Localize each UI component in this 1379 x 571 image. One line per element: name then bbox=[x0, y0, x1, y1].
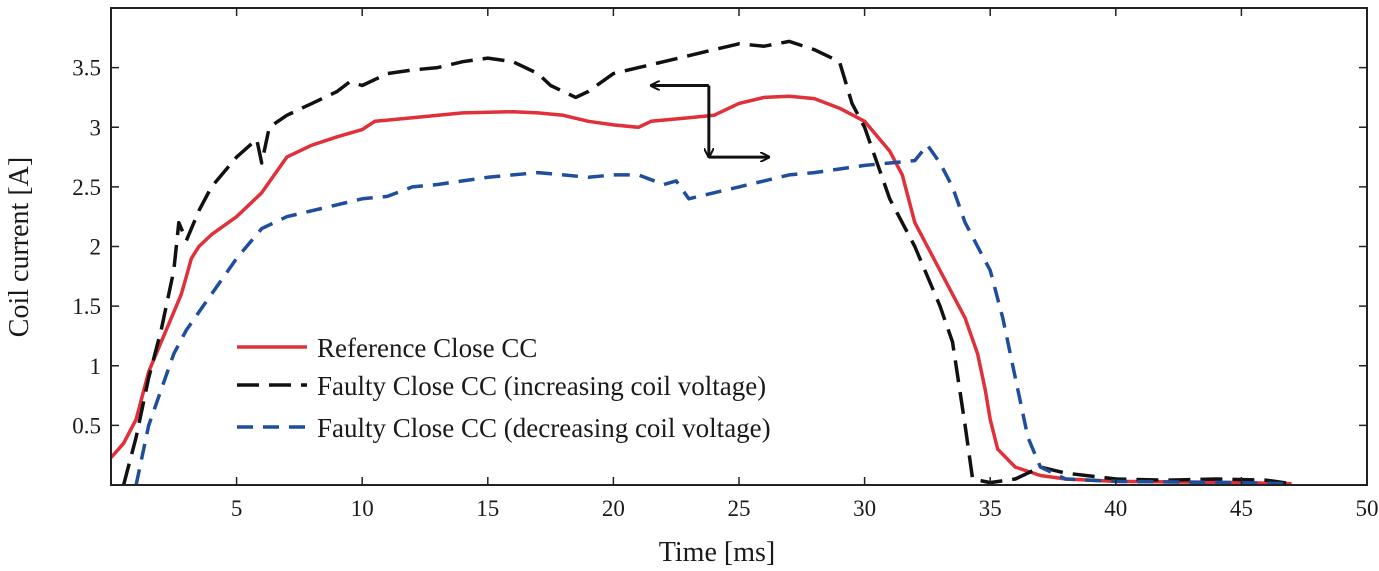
x-axis-ticks: 5 10 15 20 25 30 35 40 45 50 bbox=[231, 8, 1379, 521]
legend-label-reference: Reference Close CC bbox=[317, 333, 537, 363]
x-tick-label: 40 bbox=[1104, 496, 1127, 521]
x-tick-label: 50 bbox=[1356, 496, 1379, 521]
y-tick-label: 2.5 bbox=[72, 175, 101, 200]
y-axis-ticks: 0.5 1 1.5 2 2.5 3 3.5 bbox=[72, 56, 1367, 438]
x-tick-label: 20 bbox=[602, 496, 625, 521]
legend-label-decreasing: Faulty Close CC (decreasing coil voltage… bbox=[317, 413, 771, 443]
legend: Reference Close CC Faulty Close CC (incr… bbox=[237, 333, 771, 443]
series-line-increasing bbox=[121, 39, 1292, 485]
x-tick-label: 10 bbox=[351, 496, 374, 521]
y-tick-label: 1 bbox=[90, 354, 102, 379]
y-tick-label: 3.5 bbox=[72, 56, 101, 81]
legend-label-increasing: Faulty Close CC (increasing coil voltage… bbox=[317, 371, 766, 401]
x-axis-label: Time [ms] bbox=[659, 537, 775, 568]
annotation-layer bbox=[651, 86, 769, 158]
x-tick-label: 5 bbox=[231, 496, 243, 521]
series-line-decreasing bbox=[134, 143, 1292, 485]
y-tick-label: 2 bbox=[90, 235, 102, 260]
y-tick-label: 3 bbox=[90, 115, 102, 140]
y-axis-label: Coil current [A] bbox=[4, 157, 35, 337]
series-layer bbox=[111, 39, 1292, 485]
x-tick-label: 25 bbox=[728, 496, 751, 521]
y-tick-label: 1.5 bbox=[72, 294, 101, 319]
y-tick-label: 0.5 bbox=[72, 413, 101, 438]
x-tick-label: 35 bbox=[979, 496, 1002, 521]
x-tick-label: 30 bbox=[853, 496, 876, 521]
series-line-reference bbox=[111, 94, 1292, 485]
x-tick-label: 45 bbox=[1230, 496, 1253, 521]
x-tick-label: 15 bbox=[476, 496, 499, 521]
